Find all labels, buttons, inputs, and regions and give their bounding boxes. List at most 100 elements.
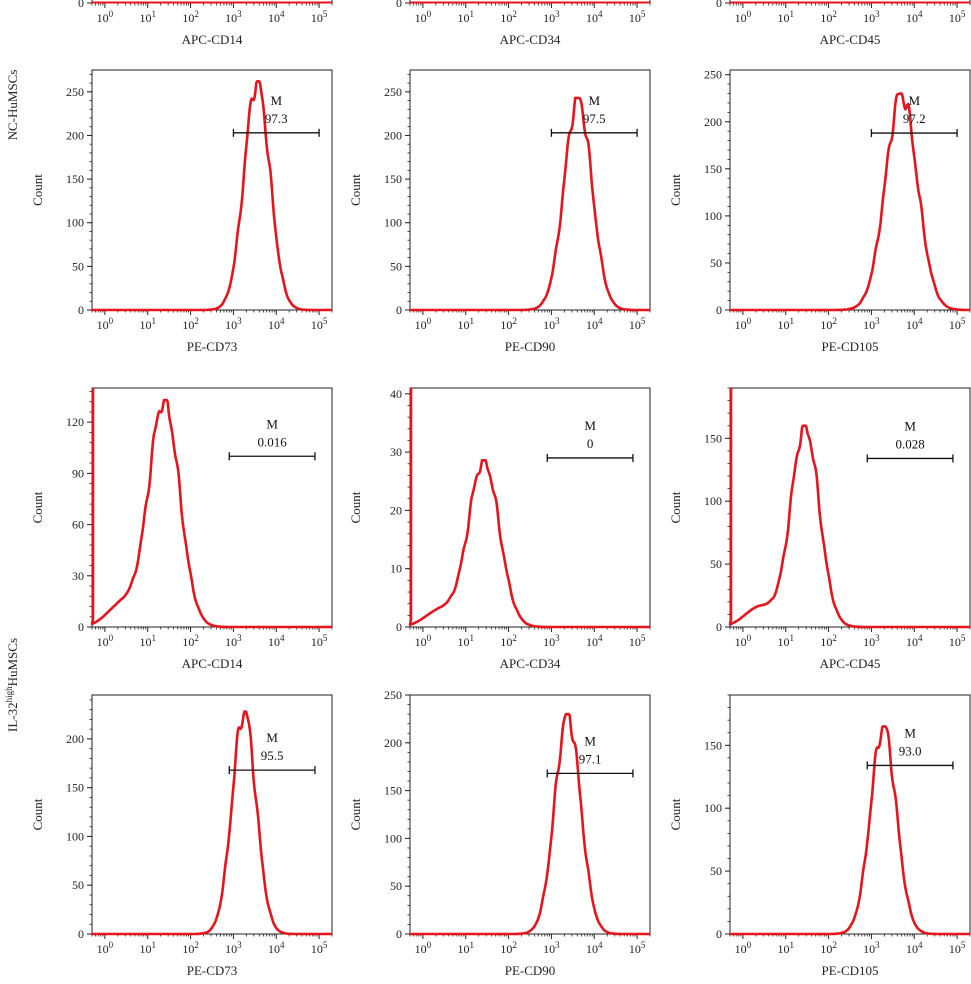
gate-value: 95.5 — [261, 748, 284, 763]
x-tick-label-exp: 1 — [151, 940, 156, 950]
group-label-superscript: high — [4, 686, 14, 703]
x-tick-label: 104 — [586, 633, 603, 649]
x-tick-label-exp: 4 — [918, 316, 923, 326]
x-tick-label-base: 10 — [906, 635, 918, 649]
x-tick-label-exp: 3 — [875, 9, 880, 19]
x-tick-label: 104 — [268, 633, 285, 649]
x-tick-label: 102 — [500, 9, 517, 25]
x-tick-label: 101 — [139, 316, 156, 332]
histogram-curve — [408, 388, 651, 629]
y-tick-label: 100 — [704, 209, 722, 223]
x-tick-label-exp: 4 — [598, 316, 603, 326]
group-label-suffix: HuMSCs — [5, 638, 20, 686]
x-tick-label-exp: 5 — [323, 9, 328, 19]
y-tick-label: 200 — [384, 128, 402, 142]
x-tick-label-exp: 1 — [789, 633, 794, 643]
x-tick-label-exp: 1 — [789, 316, 794, 326]
y-tick-label: 0 — [78, 620, 84, 634]
x-tick-label-base: 10 — [415, 318, 427, 332]
x-tick-label-base: 10 — [777, 318, 789, 332]
y-tick-label: 0 — [78, 0, 84, 10]
x-tick-label-exp: 4 — [280, 940, 285, 950]
x-axis-label: APC-CD45 — [820, 656, 881, 671]
x-axis-label: APC-CD34 — [500, 656, 561, 671]
gate-value: 0.016 — [257, 434, 287, 449]
x-tick-label-base: 10 — [586, 942, 598, 956]
x-tick-label-exp: 1 — [469, 9, 474, 19]
x-tick-label-exp: 5 — [641, 940, 646, 950]
x-tick-label-exp: 5 — [323, 316, 328, 326]
x-tick-label-base: 10 — [311, 11, 323, 25]
x-tick-label-base: 10 — [182, 11, 194, 25]
x-tick-label-base: 10 — [863, 318, 875, 332]
x-tick-label: 102 — [500, 940, 517, 956]
x-tick-label: 105 — [311, 9, 328, 25]
y-tick-label: 100 — [704, 801, 722, 815]
x-tick-label-exp: 1 — [789, 940, 794, 950]
gate-name: M — [584, 418, 596, 433]
x-tick-label-base: 10 — [415, 942, 427, 956]
x-tick-label-exp: 0 — [109, 940, 114, 950]
y-tick-label: 100 — [384, 831, 402, 845]
x-tick-label: 105 — [629, 940, 646, 956]
x-tick-label: 103 — [543, 940, 560, 956]
x-tick-label-base: 10 — [906, 942, 918, 956]
x-tick-label-base: 10 — [820, 635, 832, 649]
x-tick-label-base: 10 — [543, 11, 555, 25]
x-tick-label-exp: 3 — [237, 633, 242, 643]
x-tick-label: 105 — [311, 940, 328, 956]
x-tick-label: 100 — [97, 9, 114, 25]
x-tick-label: 101 — [777, 9, 794, 25]
x-tick-label: 101 — [457, 316, 474, 332]
x-tick-label-base: 10 — [820, 942, 832, 956]
y-tick-label: 50 — [710, 557, 722, 571]
y-tick-label: 30 — [72, 569, 84, 583]
x-tick-label-base: 10 — [777, 942, 789, 956]
x-tick-label-exp: 5 — [641, 633, 646, 643]
x-tick-label-base: 10 — [735, 942, 747, 956]
x-tick-label: 103 — [225, 9, 242, 25]
x-tick-label-base: 10 — [629, 635, 641, 649]
x-tick-label-base: 10 — [543, 318, 555, 332]
x-tick-label: 100 — [415, 316, 432, 332]
x-tick-label-exp: 5 — [641, 316, 646, 326]
x-tick-label-exp: 2 — [194, 633, 199, 643]
y-tick-label: 0 — [78, 927, 84, 941]
x-tick-label: 101 — [457, 940, 474, 956]
x-tick-label: 104 — [268, 940, 285, 956]
x-tick-label-base: 10 — [311, 942, 323, 956]
y-axis-label: Count — [30, 798, 45, 830]
x-tick-label: 102 — [820, 9, 837, 25]
x-tick-label-exp: 0 — [747, 633, 752, 643]
gate-name: M — [266, 416, 278, 431]
x-tick-label-exp: 2 — [512, 940, 517, 950]
x-tick-label-base: 10 — [777, 635, 789, 649]
x-tick-label: 101 — [139, 940, 156, 956]
x-tick-label-base: 10 — [500, 11, 512, 25]
x-tick-label: 100 — [415, 633, 432, 649]
x-tick-label-base: 10 — [949, 318, 961, 332]
x-tick-label: 105 — [949, 9, 966, 25]
x-tick-label: 101 — [457, 9, 474, 25]
x-tick-label-exp: 0 — [747, 940, 752, 950]
y-tick-label: 60 — [72, 518, 84, 532]
x-tick-label: 104 — [906, 940, 923, 956]
y-tick-label: 50 — [72, 259, 84, 273]
x-tick-label-base: 10 — [457, 942, 469, 956]
x-tick-label-base: 10 — [182, 318, 194, 332]
plot-frame — [729, 387, 971, 628]
y-tick-label: 150 — [704, 431, 722, 445]
x-tick-label-base: 10 — [906, 11, 918, 25]
x-tick-label-base: 10 — [311, 318, 323, 332]
x-tick-label-exp: 5 — [961, 633, 966, 643]
y-tick-label: 40 — [390, 387, 402, 401]
x-tick-label: 103 — [863, 9, 880, 25]
x-tick-label-base: 10 — [225, 318, 237, 332]
y-tick-label: 100 — [66, 829, 84, 843]
x-tick-label-exp: 3 — [875, 940, 880, 950]
x-tick-label-base: 10 — [586, 635, 598, 649]
x-tick-label-base: 10 — [500, 318, 512, 332]
